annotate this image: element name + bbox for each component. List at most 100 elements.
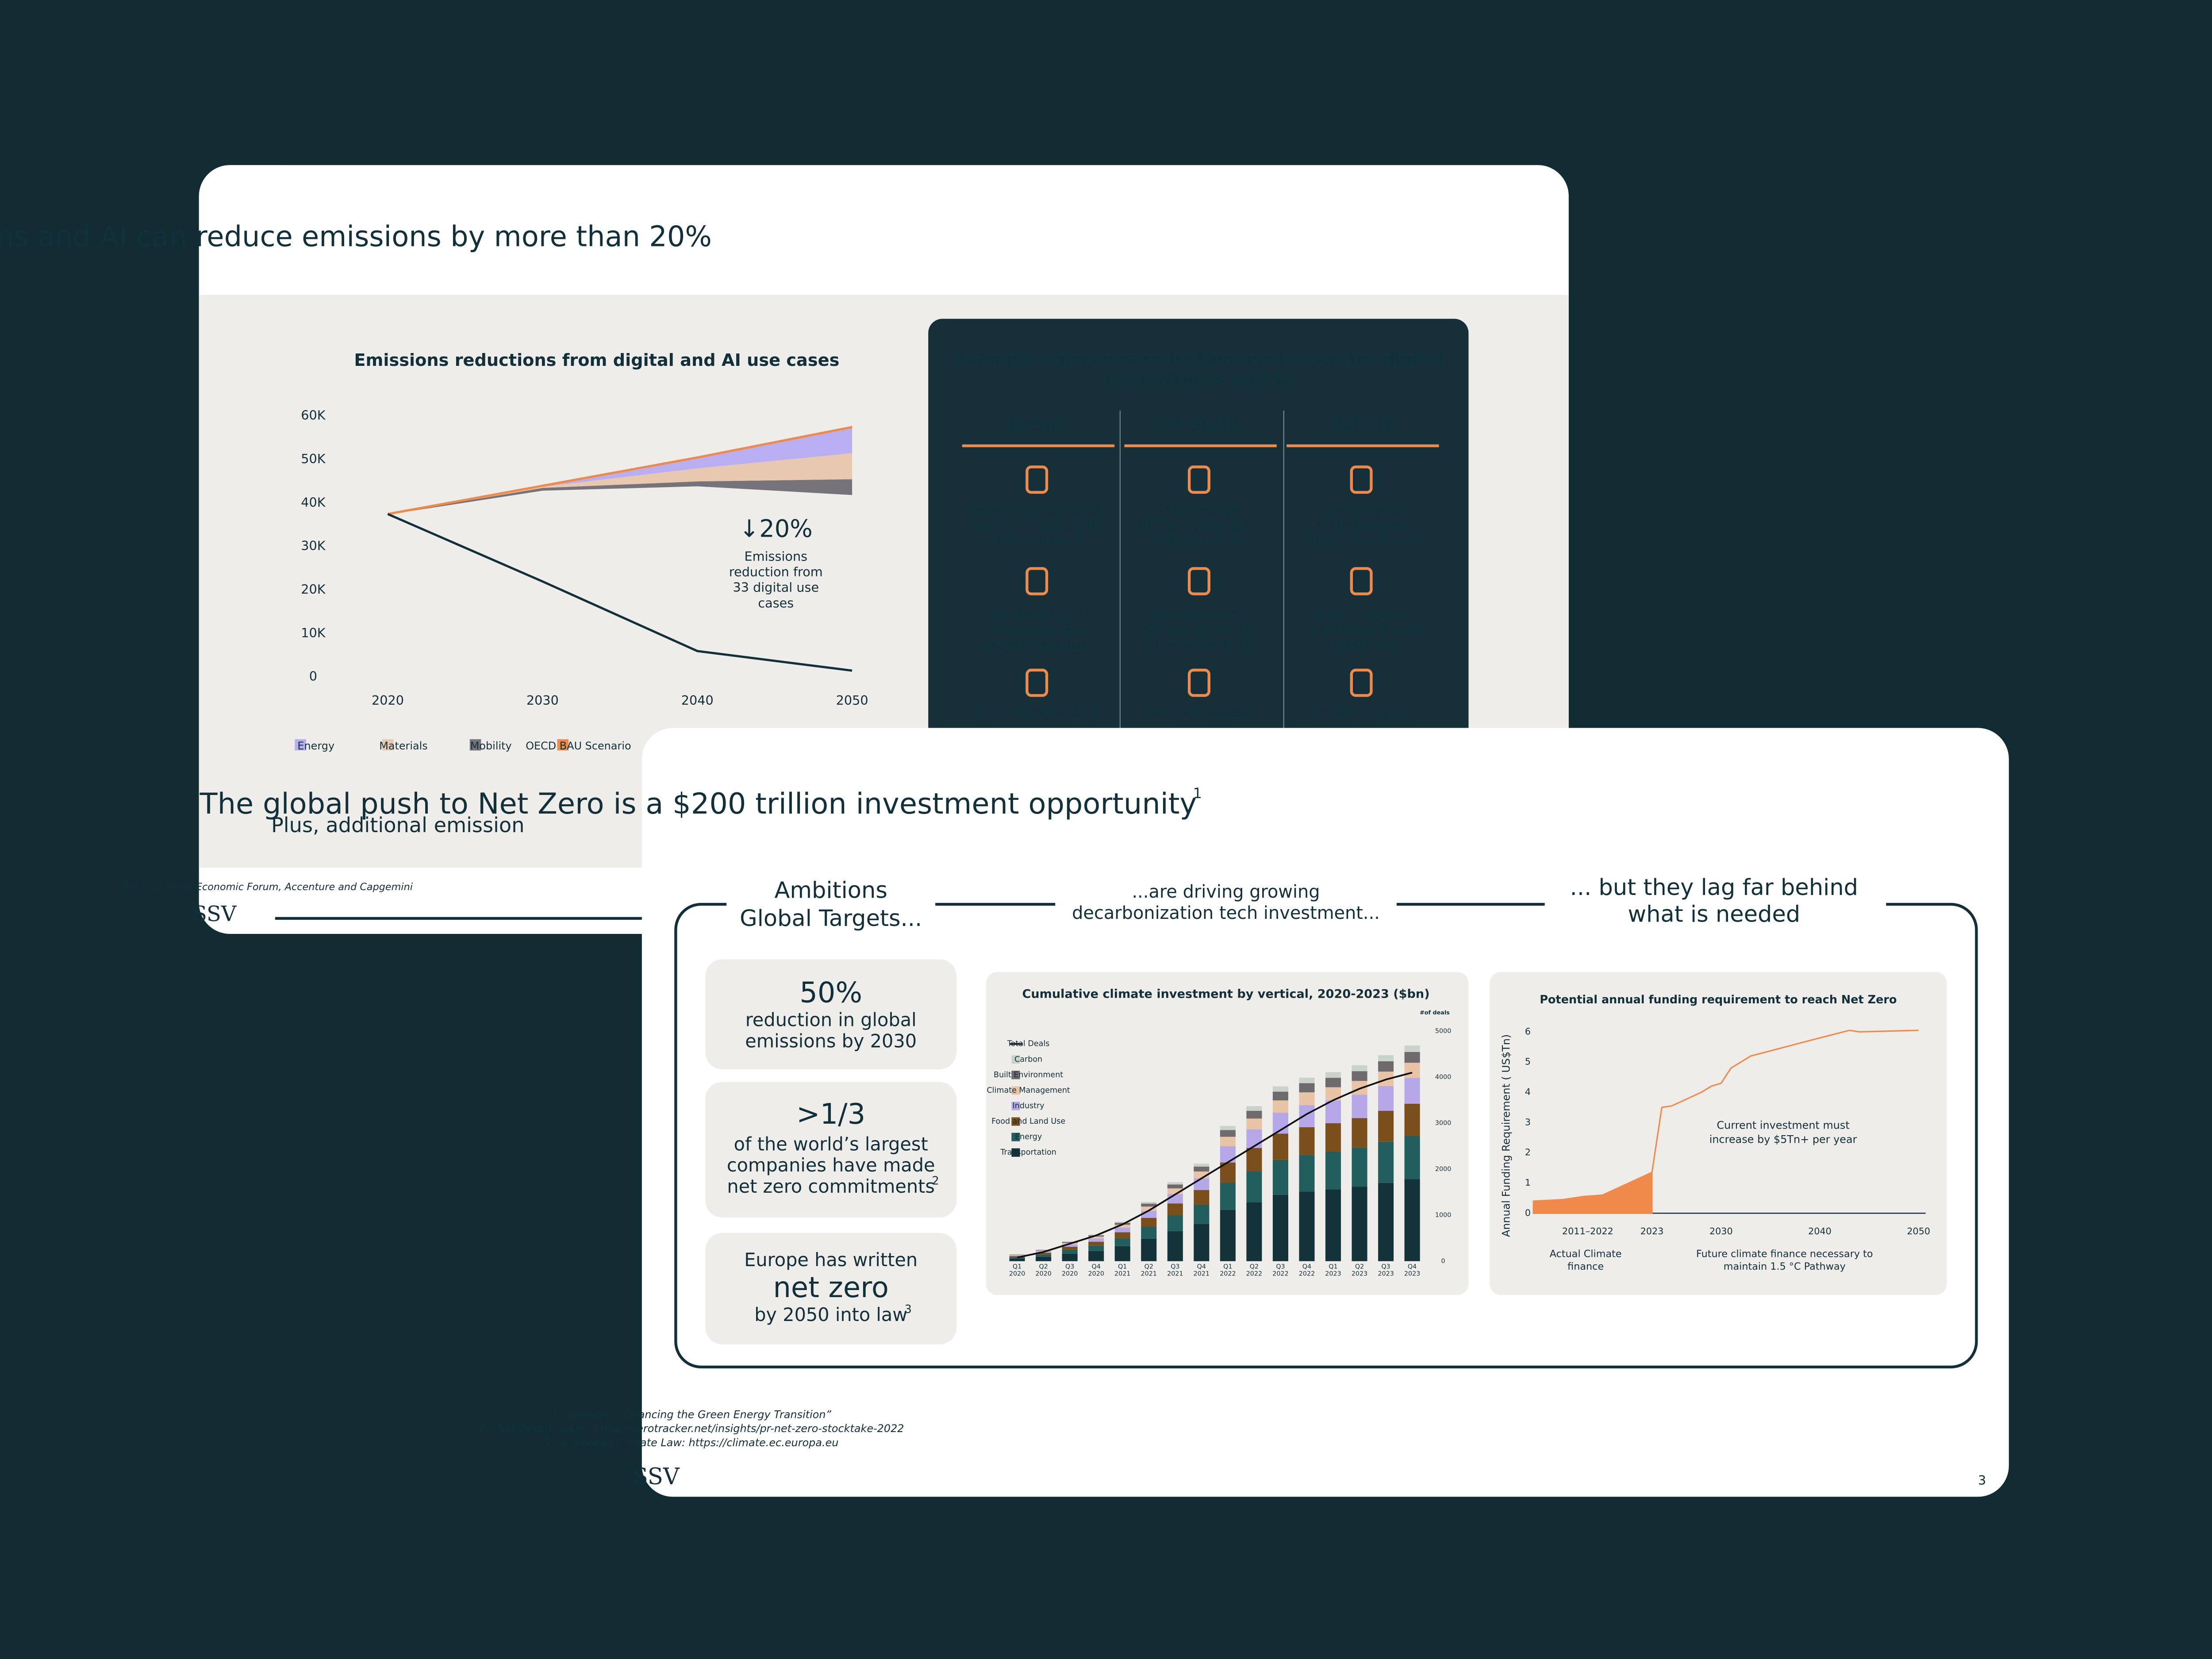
use-case-icon xyxy=(1187,567,1210,595)
legend-label: Materials xyxy=(379,740,428,752)
use-case-text: AI & software xyxy=(995,533,1079,548)
x-note: Actual Climate xyxy=(1550,1248,1622,1260)
legend-label: Industry xyxy=(1013,1102,1045,1110)
x-tick-label: Q3 2023 xyxy=(1378,1263,1394,1278)
bar-segment xyxy=(1325,1151,1341,1190)
use-case-text: Digital-enabled xyxy=(1151,704,1248,719)
chart-title: Cumulative climate investment by vertica… xyxy=(1022,987,1429,1001)
stack-base-line xyxy=(388,485,853,515)
y-tick-label: 3 xyxy=(1525,1117,1531,1127)
footnote: 3 – European Climate Law: https://climat… xyxy=(544,1436,839,1449)
use-case-text: IoT & sensors xyxy=(1156,533,1242,548)
annotation: Current investment must xyxy=(1717,1119,1849,1132)
bar-segment xyxy=(1088,1251,1104,1261)
y-tick-label: 0 xyxy=(1441,1258,1445,1265)
bar-segment xyxy=(1062,1247,1078,1250)
bar-segment xyxy=(1141,1217,1157,1227)
bar-segment xyxy=(1378,1183,1394,1261)
bar-segment xyxy=(1114,1225,1130,1228)
line xyxy=(388,426,853,515)
bar-segment xyxy=(1220,1137,1236,1146)
stat-highlight: >1/3 xyxy=(796,1098,865,1131)
legend-swatch xyxy=(557,739,569,751)
legend-swatch xyxy=(1011,1102,1020,1110)
annotation: increase by $5Tn+ per year xyxy=(1709,1133,1857,1146)
bar-segment xyxy=(1036,1250,1052,1252)
x-tick-label: Q4 2023 xyxy=(1404,1263,1420,1278)
bar-segment xyxy=(1220,1183,1236,1210)
bar-segment xyxy=(1404,1103,1420,1137)
legend-label: Energy xyxy=(1015,1133,1042,1141)
bar-segment xyxy=(1114,1227,1130,1233)
y-tick-label: 1 xyxy=(1525,1177,1531,1188)
bar-segment xyxy=(1194,1164,1210,1167)
x-note: maintain 1.5 °C Pathway xyxy=(1724,1261,1846,1272)
legend-swatch xyxy=(1011,1117,1020,1126)
use-case-panel xyxy=(928,319,1469,784)
annotation-text: cases xyxy=(758,595,794,611)
x-tick-label: Q2 2023 xyxy=(1352,1263,1367,1278)
legend-label: Built Environment xyxy=(994,1071,1063,1079)
column-heading: ...are driving growing xyxy=(1132,882,1320,902)
x-note: finance xyxy=(1567,1261,1604,1272)
x-tick-label: Q3 2020 xyxy=(1062,1263,1078,1278)
y-tick-label: 4 xyxy=(1525,1087,1531,1097)
bar-segment xyxy=(1036,1254,1052,1257)
legend-label: Transportation xyxy=(1000,1148,1056,1157)
bar-segment xyxy=(1009,1257,1025,1259)
legend-swatch xyxy=(1011,1133,1020,1141)
bar-segment xyxy=(1404,1136,1420,1179)
legend-label: Food and Land Use xyxy=(991,1117,1065,1126)
x-tick-label: Q1 2023 xyxy=(1325,1263,1341,1278)
bar-segment xyxy=(1036,1256,1052,1261)
bar-segment xyxy=(1325,1189,1341,1261)
use-case-text: Traffic network xyxy=(1314,607,1408,622)
bar-segment xyxy=(1141,1238,1157,1261)
frame-gap xyxy=(726,881,936,938)
stat-highlight: 50% xyxy=(799,977,862,1010)
bar-segment xyxy=(1404,1078,1420,1104)
bar-segment xyxy=(1246,1118,1262,1129)
y-tick-label: 10K xyxy=(301,625,326,640)
bar-segment xyxy=(1352,1094,1367,1118)
legend-swatch xyxy=(295,739,306,751)
y-tick-label: 1000 xyxy=(1435,1212,1451,1219)
y-axis-title: Annual Funding Requirement ( US$Tn) xyxy=(1500,1034,1513,1237)
y-tick-label: 40K xyxy=(301,495,326,510)
x-tick-label: Q3 2021 xyxy=(1167,1263,1183,1278)
bar-segment xyxy=(1141,1203,1157,1207)
stacked-area xyxy=(388,453,853,514)
bar-segment xyxy=(1272,1133,1288,1160)
bar-segment xyxy=(1272,1160,1288,1195)
x-tick-label: Q3 2022 xyxy=(1272,1263,1288,1278)
bar-segment xyxy=(1378,1141,1394,1183)
legend-swatch xyxy=(382,739,394,751)
x-tick-label: 2030 xyxy=(526,693,559,708)
column-header: Mobility xyxy=(1329,414,1393,433)
bar-segment xyxy=(1272,1086,1288,1092)
legend-label: Energy xyxy=(297,740,334,752)
bar-segment xyxy=(1272,1100,1288,1113)
bar-segment xyxy=(1009,1258,1025,1261)
footnote: 2 – Net Zero Tracker: https://zerotracke… xyxy=(478,1422,904,1435)
annotation-headline: ↓20% xyxy=(739,515,813,543)
bar-segment xyxy=(1194,1167,1210,1172)
bar-segment xyxy=(1194,1204,1210,1224)
use-case-text: Improving refineries xyxy=(973,502,1101,517)
x-tick-label: 2050 xyxy=(836,693,868,708)
x-tick-label: 2023 xyxy=(1640,1226,1664,1237)
y-tick-label: 20K xyxy=(301,582,326,597)
bar-segment xyxy=(1299,1077,1315,1083)
x-tick-label: Q2 2021 xyxy=(1141,1263,1157,1278)
logo: SSV xyxy=(633,1464,680,1490)
column-heading: ... but they lag far behind xyxy=(1570,875,1858,901)
stat-text: reduction in global xyxy=(745,1010,917,1031)
bar-segment xyxy=(1325,1123,1341,1152)
bar-segment xyxy=(1299,1191,1315,1261)
bar-segment xyxy=(1352,1187,1367,1261)
bar-segment xyxy=(1246,1148,1262,1171)
bar-segment xyxy=(1194,1178,1210,1190)
annotation-text: 33 digital use xyxy=(733,580,819,595)
use-case-icon xyxy=(1350,567,1373,595)
